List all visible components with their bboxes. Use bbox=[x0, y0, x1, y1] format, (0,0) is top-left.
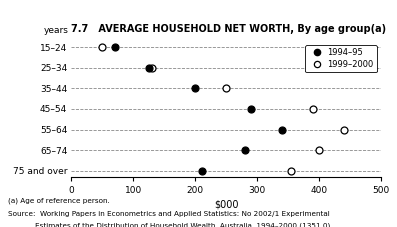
Legend: 1994–95, 1999–2000: 1994–95, 1999–2000 bbox=[305, 45, 377, 72]
Text: years: years bbox=[44, 26, 68, 35]
Text: Source:  Working Papers in Econometrics and Applied Statistics: No 2002/1 Experi: Source: Working Papers in Econometrics a… bbox=[8, 211, 330, 217]
Text: Estimates of the Distribution of Household Wealth, Australia, 1994–2000 (1351.0): Estimates of the Distribution of Househo… bbox=[8, 222, 332, 227]
X-axis label: $000: $000 bbox=[214, 199, 239, 209]
Text: 7.7   AVERAGE HOUSEHOLD NET WORTH, By age group(a): 7.7 AVERAGE HOUSEHOLD NET WORTH, By age … bbox=[71, 24, 387, 34]
Text: (a) Age of reference person.: (a) Age of reference person. bbox=[8, 197, 110, 204]
